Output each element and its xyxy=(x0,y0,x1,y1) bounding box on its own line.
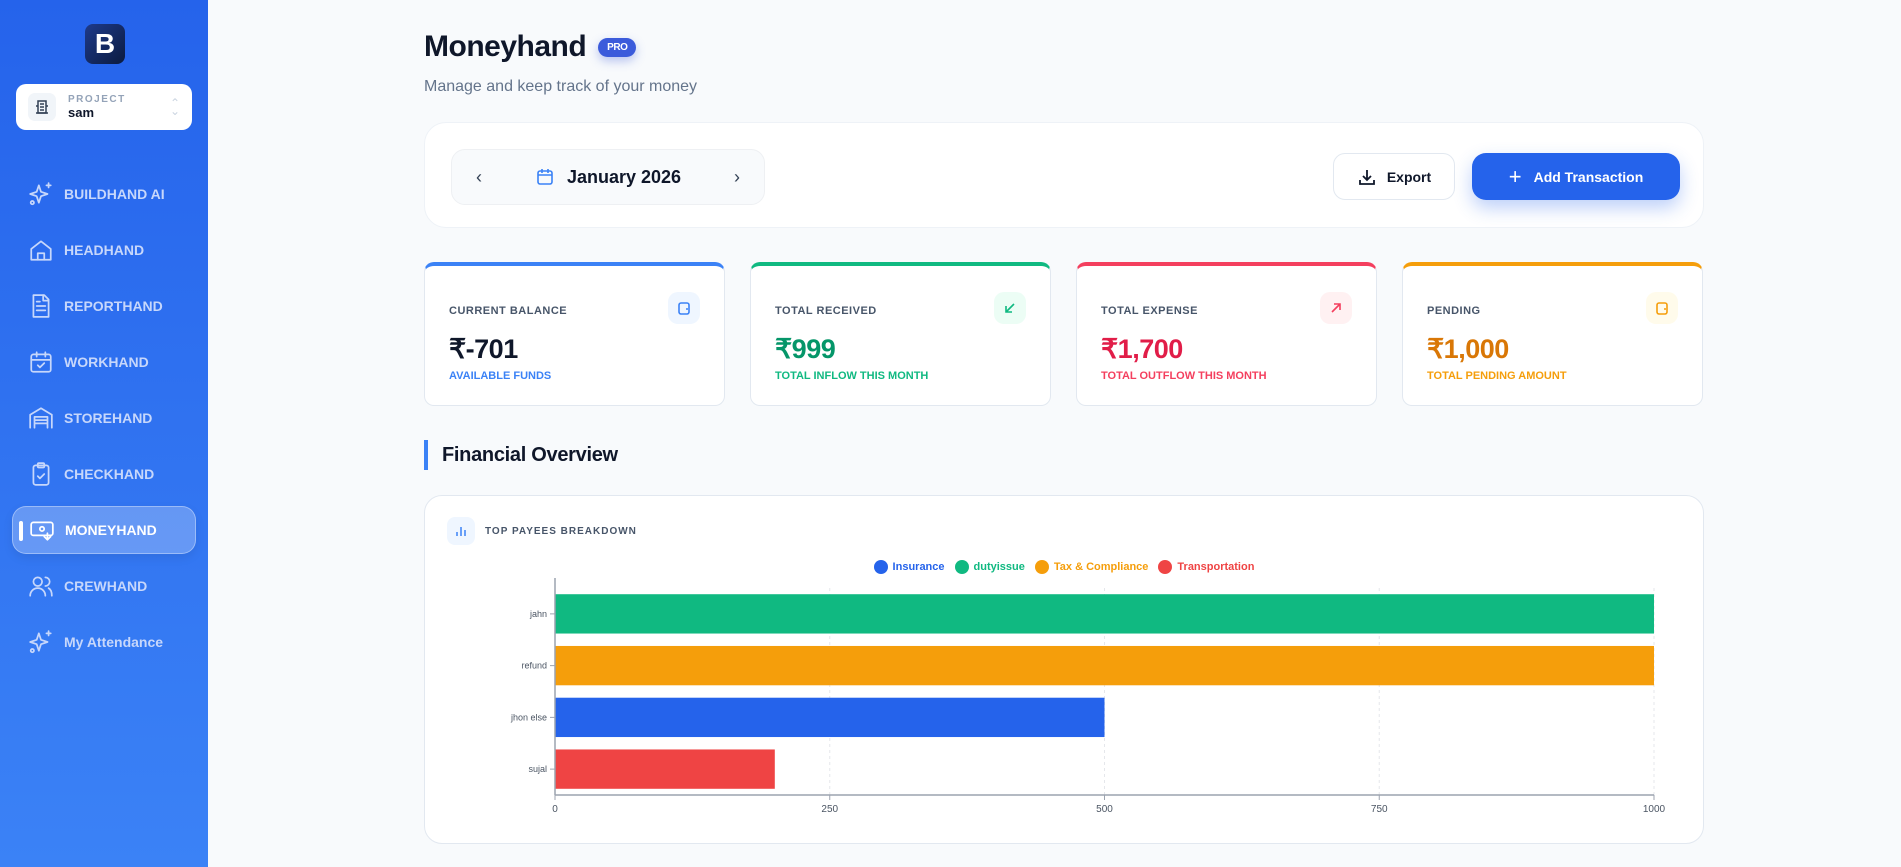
legend-label: Insurance xyxy=(892,561,945,573)
sidebar-item-label: My Attendance xyxy=(64,634,164,650)
warehouse-icon xyxy=(29,407,53,429)
stat-card-total-expense: TOTAL EXPENSE ₹1,700 TOTAL OUTFLOW THIS MO… xyxy=(1076,262,1377,406)
section-title: Financial Overview xyxy=(424,440,618,470)
chevron-up-down-icon: ⌃ ⌄ xyxy=(169,96,180,118)
download-icon xyxy=(1358,169,1375,185)
add-transaction-button[interactable]: + Add Transaction xyxy=(1472,153,1680,200)
bar-jahn xyxy=(555,594,1654,634)
project-label: PROJECT xyxy=(68,94,126,105)
sidebar-item-headhand[interactable]: HEADHAND xyxy=(12,226,196,274)
stat-value: ₹-701 xyxy=(449,334,518,364)
sidebar-item-label: REPORTHAND xyxy=(64,298,163,314)
toolbar: ‹ January 2026 › Export + Add Transactio… xyxy=(424,122,1704,228)
y-tick-label: sujal xyxy=(528,764,547,774)
y-tick-label: jhon else xyxy=(510,712,547,722)
plus-icon: + xyxy=(1508,163,1522,189)
project-selector[interactable]: PROJECT sam ⌃ ⌄ xyxy=(16,84,192,130)
sparkles-icon xyxy=(29,182,52,206)
users-icon xyxy=(29,576,53,597)
stat-card-total-received: TOTAL RECEIVED ₹999 TOTAL INFLOW THIS MONT… xyxy=(750,262,1051,406)
sidebar-item-label: WORKHAND xyxy=(64,354,149,370)
sidebar-item-label: CREWHAND xyxy=(64,578,148,594)
legend-swatch xyxy=(1034,560,1049,574)
y-tick-label: jahn xyxy=(529,609,547,619)
sidebar-item-label: BUILDHAND AI xyxy=(64,186,165,202)
stat-subtitle: TOTAL PENDING AMOUNT xyxy=(1427,370,1567,382)
bar-jhon-else xyxy=(555,697,1105,738)
sidebar-item-workhand[interactable]: WORKHAND xyxy=(12,338,196,386)
sidebar-item-buildhand-ai[interactable]: BUILDHAND AI xyxy=(12,170,196,218)
page-subtitle: Manage and keep track of your money xyxy=(424,78,698,95)
wallet-icon xyxy=(668,292,700,324)
sidebar-item-storehand[interactable]: STOREHAND xyxy=(12,394,196,442)
stat-value: ₹1,700 xyxy=(1101,334,1183,364)
x-tick-label: 1000 xyxy=(1643,804,1666,815)
y-tick-label: refund xyxy=(521,661,547,671)
stat-label: CURRENT BALANCE xyxy=(449,305,568,317)
current-month: January 2026 xyxy=(566,166,682,187)
pro-badge: PRO xyxy=(598,37,637,57)
bar-sujal xyxy=(555,749,775,789)
sidebar: B PROJECT sam ⌃ ⌄ BUILDHAND AI HEADHAND REP… xyxy=(0,0,208,867)
legend-label: Tax & Compliance xyxy=(1053,561,1149,573)
arrow-up-right-icon xyxy=(1320,292,1352,324)
month-selector: ‹ January 2026 › xyxy=(451,149,765,205)
calendar-check-icon xyxy=(30,351,52,373)
document-icon xyxy=(32,294,50,318)
project-name: sam xyxy=(68,105,95,120)
clipboard-check-icon xyxy=(32,462,50,486)
legend-label: dutyissue xyxy=(973,561,1025,573)
bar-chart: 0 250 500 750 1000 jahn refund jhon else sujal xyxy=(510,578,1666,815)
home-icon xyxy=(30,240,52,261)
stat-value: ₹999 xyxy=(775,334,836,364)
stat-subtitle: TOTAL OUTFLOW THIS MONTH xyxy=(1101,370,1267,382)
legend-swatch xyxy=(873,560,888,574)
legend-item[interactable]: dutyissue xyxy=(954,560,1025,574)
chart-legend: Insurance dutyissue Tax & Compliance Transp… xyxy=(425,560,1703,574)
calendar-icon xyxy=(537,169,553,185)
legend-label: Transportation xyxy=(1177,561,1255,573)
sidebar-item-crewhand[interactable]: CREWHAND xyxy=(12,562,196,610)
chart-title: TOP PAYEES BREAKDOWN xyxy=(485,525,637,537)
legend-swatch xyxy=(1158,560,1173,574)
previous-month-button[interactable]: ‹ xyxy=(476,166,482,187)
wallet-icon xyxy=(1646,292,1678,324)
export-button[interactable]: Export xyxy=(1333,153,1455,200)
x-tick-label: 0 xyxy=(552,804,558,815)
sidebar-item-moneyhand[interactable]: MONEYHAND xyxy=(12,506,196,554)
sidebar-item-reporthand[interactable]: REPORTHAND xyxy=(12,282,196,330)
sidebar-item-label: MONEYHAND xyxy=(65,522,157,538)
legend-swatch xyxy=(954,560,969,574)
sidebar-item-checkhand[interactable]: CHECKHAND xyxy=(12,450,196,498)
top-payees-chart-card: 0 250 500 750 1000 jahn refund jhon else sujal T… xyxy=(424,495,1704,844)
stat-label: TOTAL RECEIVED xyxy=(775,305,877,317)
sidebar-item-label: HEADHAND xyxy=(64,242,145,258)
arrow-down-left-icon xyxy=(994,292,1026,324)
legend-item[interactable]: Transportation xyxy=(1158,560,1254,574)
sidebar-item-label: STOREHAND xyxy=(64,410,153,426)
stat-label: PENDING xyxy=(1427,305,1481,317)
sidebar-item-my-attendance[interactable]: My Attendance xyxy=(12,618,196,666)
stat-subtitle: TOTAL INFLOW THIS MONTH xyxy=(775,370,929,382)
building-icon xyxy=(28,93,56,121)
x-tick-label: 250 xyxy=(821,804,838,815)
stat-subtitle: AVAILABLE FUNDS xyxy=(449,370,552,382)
stat-label: TOTAL EXPENSE xyxy=(1101,305,1198,317)
stat-card-pending: PENDING ₹1,000 TOTAL PENDING AMOUNT xyxy=(1402,262,1703,406)
page-title: Moneyhand PRO xyxy=(424,30,637,64)
legend-item[interactable]: Insurance xyxy=(873,560,945,574)
x-tick-label: 750 xyxy=(1371,804,1388,815)
stat-value: ₹1,000 xyxy=(1427,334,1509,364)
sparkles-icon xyxy=(29,630,52,654)
legend-item[interactable]: Tax & Compliance xyxy=(1034,560,1149,574)
bar-refund xyxy=(555,645,1654,686)
app-logo[interactable]: B xyxy=(85,24,125,64)
money-icon xyxy=(30,521,54,541)
sidebar-item-label: CHECKHAND xyxy=(64,466,155,482)
stat-card-current-balance: CURRENT BALANCE ₹-701 AVAILABLE FUNDS xyxy=(424,262,725,406)
next-month-button[interactable]: › xyxy=(734,166,740,187)
bar-chart-icon xyxy=(447,517,475,545)
x-tick-label: 500 xyxy=(1096,804,1113,815)
